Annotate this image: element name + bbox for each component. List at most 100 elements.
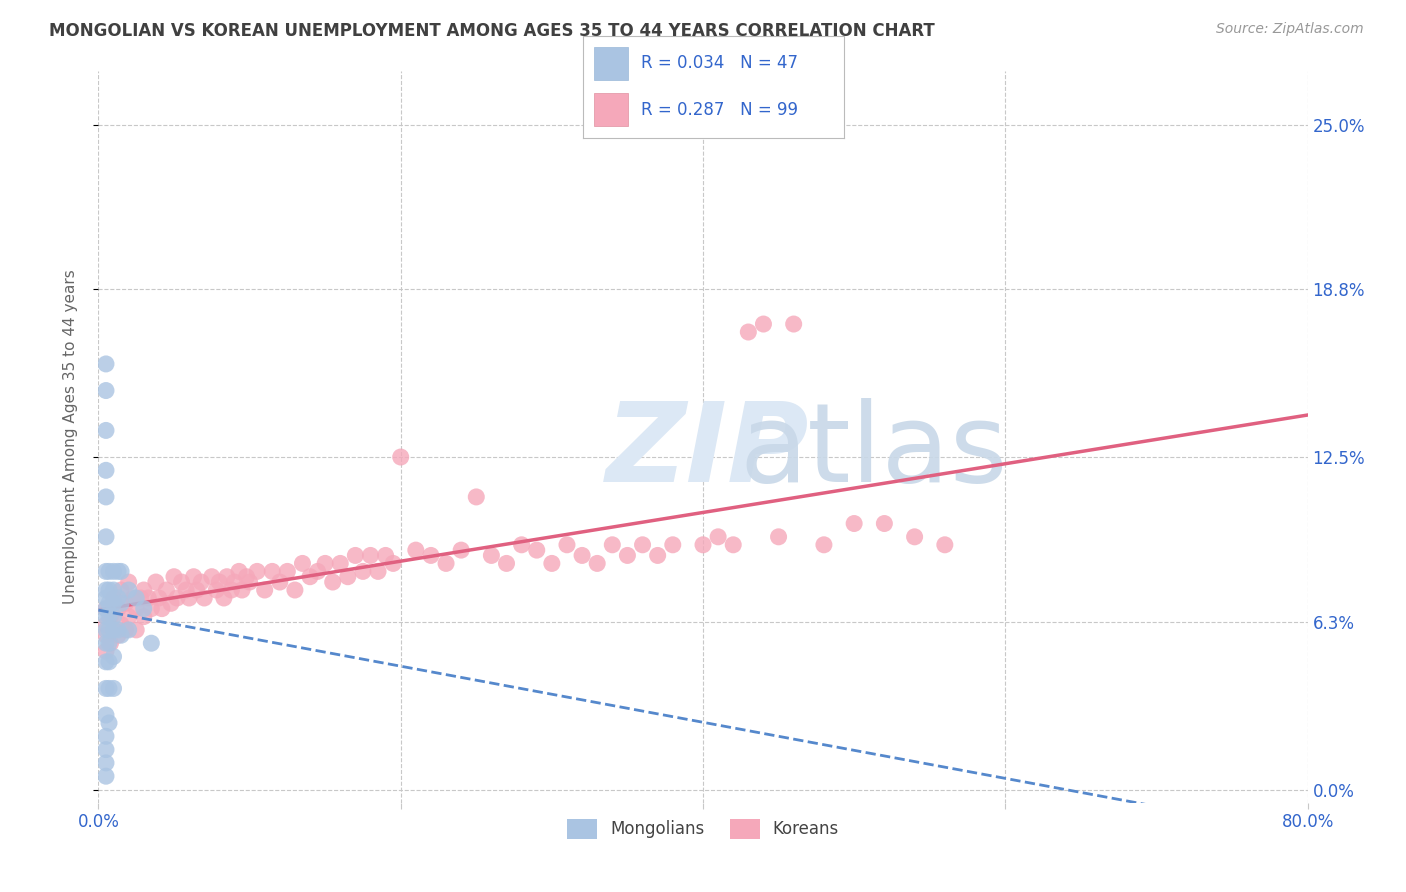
Bar	[593, 47, 627, 79]
Point	[367, 565, 389, 579]
Text: R = 0.287   N = 99: R = 0.287 N = 99	[641, 101, 797, 119]
Point	[110, 565, 132, 579]
Point	[344, 549, 367, 563]
Point	[94, 591, 117, 605]
Point	[103, 623, 125, 637]
Point	[231, 582, 253, 597]
Point	[103, 591, 125, 605]
Point	[737, 325, 759, 339]
Point	[94, 609, 117, 624]
Point	[141, 601, 163, 615]
Point	[723, 538, 745, 552]
Point	[94, 617, 117, 632]
Point	[602, 538, 624, 552]
Point	[934, 538, 956, 552]
Point	[94, 384, 117, 398]
Point	[103, 681, 125, 696]
Point	[329, 557, 352, 571]
Point	[155, 582, 177, 597]
Point	[107, 591, 129, 605]
Point	[160, 596, 183, 610]
Point	[201, 570, 224, 584]
Point	[170, 575, 193, 590]
Point	[132, 601, 155, 615]
Point	[98, 655, 121, 669]
Point	[215, 570, 238, 584]
Point	[114, 623, 136, 637]
Point	[98, 565, 121, 579]
Point	[434, 557, 457, 571]
Point	[94, 729, 117, 743]
Point	[228, 565, 250, 579]
Point	[150, 601, 173, 615]
Point	[94, 424, 117, 438]
Point	[571, 549, 593, 563]
Point	[94, 644, 117, 658]
Point	[94, 530, 117, 544]
Point	[221, 582, 243, 597]
Point	[110, 628, 132, 642]
Point	[183, 570, 205, 584]
Point	[94, 357, 117, 371]
Point	[179, 591, 201, 605]
Point	[307, 565, 329, 579]
Point	[94, 681, 117, 696]
Point	[526, 543, 548, 558]
Point	[253, 582, 276, 597]
Point	[586, 557, 609, 571]
Text: ZIP: ZIP	[606, 398, 810, 505]
Point	[336, 570, 359, 584]
Point	[94, 636, 117, 650]
Point	[239, 575, 262, 590]
Point	[647, 549, 669, 563]
Point	[844, 516, 866, 531]
Point	[94, 490, 117, 504]
Point	[98, 596, 121, 610]
Point	[132, 582, 155, 597]
Point	[450, 543, 472, 558]
Point	[382, 557, 405, 571]
Point	[107, 628, 129, 642]
Point	[145, 575, 167, 590]
Point	[631, 538, 654, 552]
Point	[276, 565, 298, 579]
Point	[661, 538, 683, 552]
Point	[616, 549, 638, 563]
Point	[768, 530, 790, 544]
Point	[284, 582, 307, 597]
Point	[555, 538, 578, 552]
Text: R = 0.034   N = 47: R = 0.034 N = 47	[641, 54, 797, 72]
Point	[94, 582, 117, 597]
Point	[205, 582, 228, 597]
Point	[118, 582, 141, 597]
Point	[129, 591, 152, 605]
Point	[118, 623, 141, 637]
Point	[495, 557, 517, 571]
Point	[94, 601, 117, 615]
Point	[103, 565, 125, 579]
Point	[94, 655, 117, 669]
Point	[94, 601, 117, 615]
Point	[235, 570, 257, 584]
Point	[873, 516, 896, 531]
Point	[291, 557, 314, 571]
Point	[813, 538, 835, 552]
Point	[132, 609, 155, 624]
Point	[118, 575, 141, 590]
Point	[481, 549, 503, 563]
Point	[540, 557, 562, 571]
Point	[246, 565, 269, 579]
Point	[783, 317, 806, 331]
Point	[110, 596, 132, 610]
Point	[94, 708, 117, 723]
Point	[98, 609, 121, 624]
Point	[118, 609, 141, 624]
Point	[94, 742, 117, 756]
Point	[190, 575, 212, 590]
Point	[98, 636, 121, 650]
Text: MONGOLIAN VS KOREAN UNEMPLOYMENT AMONG AGES 35 TO 44 YEARS CORRELATION CHART: MONGOLIAN VS KOREAN UNEMPLOYMENT AMONG A…	[49, 22, 935, 40]
Point	[420, 549, 443, 563]
Bar	[593, 93, 627, 126]
Point	[208, 575, 231, 590]
Point	[374, 549, 396, 563]
